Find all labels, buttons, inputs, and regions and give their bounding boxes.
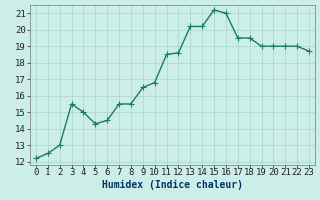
X-axis label: Humidex (Indice chaleur): Humidex (Indice chaleur): [102, 180, 243, 190]
